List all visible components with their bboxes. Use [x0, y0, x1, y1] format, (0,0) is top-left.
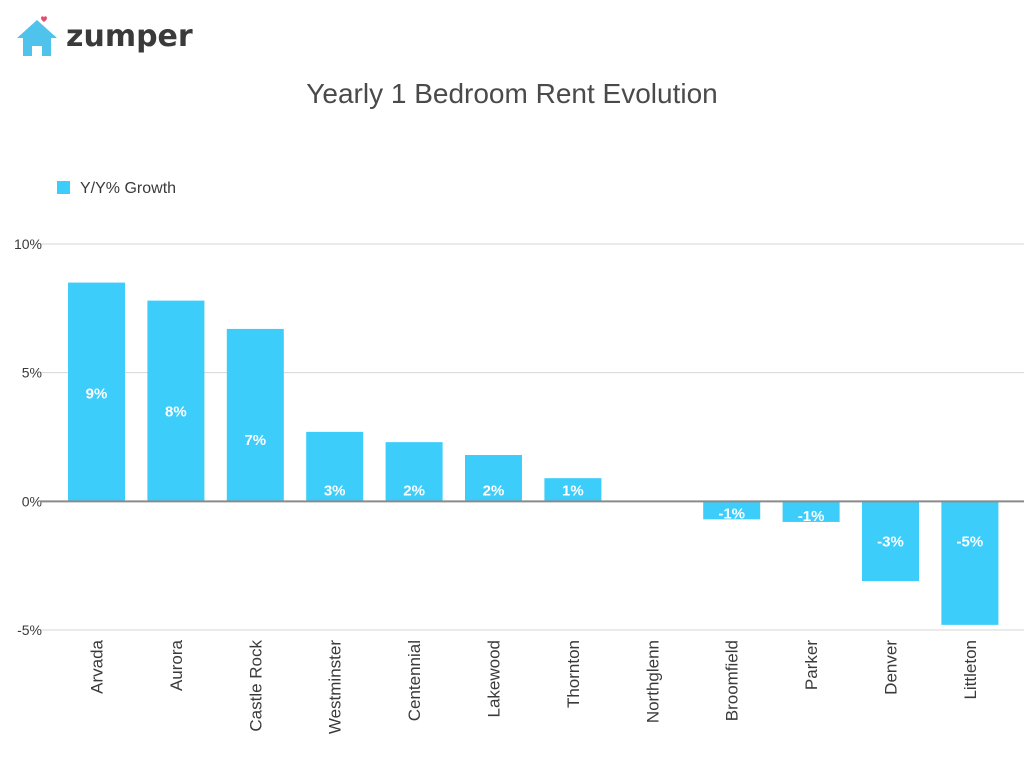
bar-value-label: 1%: [562, 482, 584, 499]
legend-label: Y/Y% Growth: [80, 180, 176, 197]
x-category-label: Arvada: [88, 639, 107, 693]
bar: [465, 455, 522, 502]
x-category-label: Aurora: [167, 639, 186, 691]
x-category-label: Parker: [802, 640, 821, 690]
bar-value-label: 2%: [403, 482, 425, 499]
brand-name: zumper: [66, 19, 193, 54]
x-category-label: Westminster: [326, 640, 345, 734]
bar: [941, 501, 999, 625]
x-category-label: Northglenn: [643, 640, 662, 723]
bar-value-label: 8%: [165, 404, 187, 421]
bar: [306, 431, 364, 502]
legend-swatch: [57, 181, 70, 194]
bar: [862, 501, 919, 582]
bar-value-label: 9%: [86, 386, 108, 403]
bar: [68, 282, 125, 502]
y-tick-label: 0%: [22, 493, 42, 509]
bar: [147, 300, 205, 502]
bar-value-label: -1%: [798, 508, 825, 525]
x-category-label: Lakewood: [485, 640, 504, 718]
y-tick-label: 10%: [14, 236, 42, 252]
bar-value-label: 3%: [324, 482, 346, 499]
bar-value-label: 2%: [483, 482, 505, 499]
y-tick-label: 5%: [22, 365, 42, 381]
brand-logo: zumper: [14, 14, 193, 60]
x-category-label: Castle Rock: [246, 640, 265, 732]
bar-value-label: -5%: [957, 533, 984, 550]
y-tick-label: -5%: [17, 622, 42, 638]
house-with-heart-icon: [17, 16, 57, 56]
x-category-label: Broomfield: [723, 640, 742, 721]
x-category-label: Thornton: [564, 640, 583, 708]
bar: [226, 328, 284, 502]
bar-value-label: -1%: [718, 505, 745, 522]
chart-title: Yearly 1 Bedroom Rent Evolution: [306, 78, 718, 109]
x-category-label: Centennial: [405, 640, 424, 721]
bar: [544, 478, 602, 502]
bar-value-label: 7%: [244, 432, 266, 449]
x-category-label: Littleton: [961, 640, 980, 700]
bar: [385, 442, 443, 502]
x-category-label: Denver: [882, 640, 901, 695]
bar: [703, 501, 761, 520]
bar: [782, 501, 840, 522]
bar-value-label: -3%: [877, 533, 904, 550]
